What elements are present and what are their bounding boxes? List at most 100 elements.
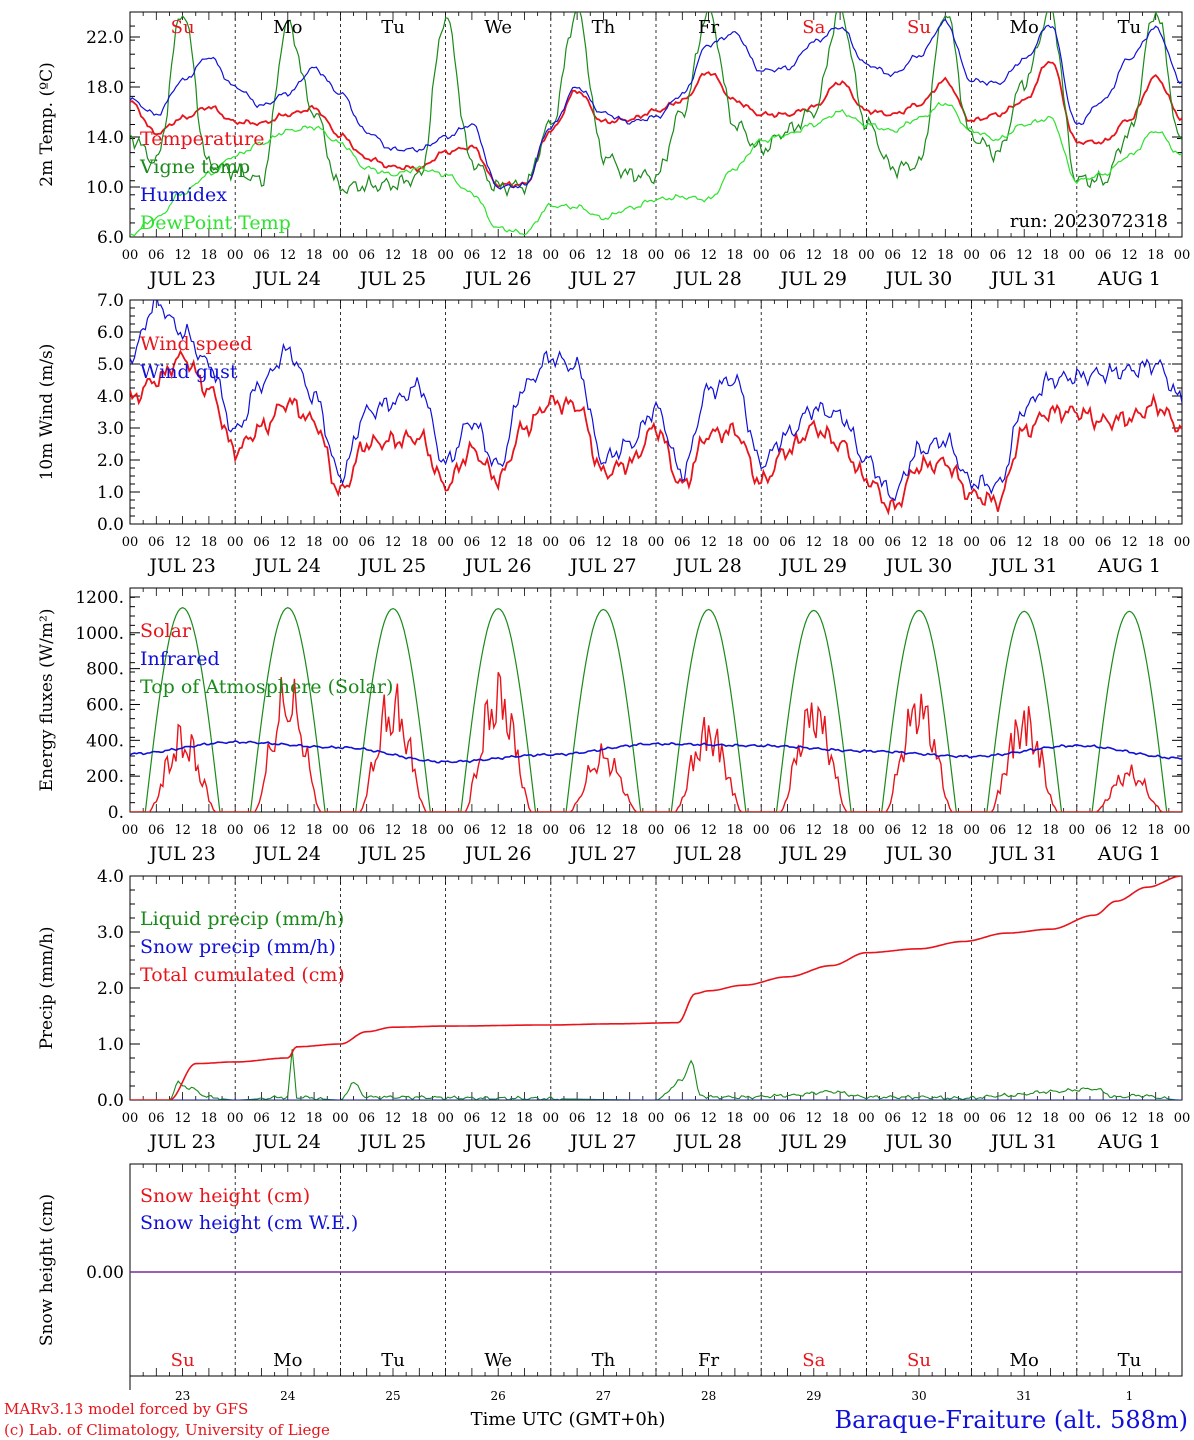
date-label: JUL 24 <box>253 268 321 290</box>
hour-label: 18 <box>937 535 954 550</box>
date-label: JUL 24 <box>253 1131 321 1153</box>
y-tick-label: 7.0 <box>97 291 124 311</box>
credit-line-2: (c) Lab. of Climatology, University of L… <box>4 1421 330 1439</box>
hour-label: 06 <box>464 823 481 838</box>
hour-label: 18 <box>832 823 849 838</box>
top-day-name: Mo <box>273 17 302 38</box>
hour-label: 18 <box>1042 823 1059 838</box>
hour-label: 12 <box>490 535 507 550</box>
hour-label: 06 <box>358 248 375 263</box>
date-label: JUL 27 <box>568 268 636 290</box>
hour-label: 00 <box>753 823 770 838</box>
date-label: JUL 30 <box>884 843 952 865</box>
hour-label: 00 <box>753 248 770 263</box>
y-tick-label: 5.0 <box>97 355 124 375</box>
hour-label: 12 <box>1016 535 1033 550</box>
hour-label: 00 <box>543 823 560 838</box>
y-tick-label: 2.0 <box>97 451 124 471</box>
hour-label: 06 <box>990 1111 1007 1126</box>
hour-label: 00 <box>227 535 244 550</box>
date-label: JUL 25 <box>358 1131 426 1153</box>
hour-label: 12 <box>1016 1111 1033 1126</box>
y-axis-label: 2m Temp. (ºC) <box>37 62 57 187</box>
hour-label: 06 <box>253 1111 270 1126</box>
y-tick-label: 10.0 <box>86 178 124 198</box>
bottom-day-name: Sa <box>802 1350 825 1371</box>
hour-label: 00 <box>858 823 875 838</box>
series-line-solar <box>130 672 1182 812</box>
hour-label: 18 <box>727 1111 744 1126</box>
hour-label: 06 <box>1095 823 1112 838</box>
hour-label: 18 <box>411 823 428 838</box>
bottom-day-number: 30 <box>911 1389 926 1403</box>
hour-label: 00 <box>122 535 139 550</box>
hour-label: 12 <box>174 1111 191 1126</box>
date-label: JUL 28 <box>673 1131 741 1153</box>
hour-label: 00 <box>1069 535 1086 550</box>
date-label: JUL 31 <box>989 268 1057 290</box>
time-axis-label: Time UTC (GMT+0h) <box>471 1409 666 1430</box>
hour-label: 00 <box>227 823 244 838</box>
date-label: JUL 27 <box>568 1131 636 1153</box>
hour-label: 06 <box>990 535 1007 550</box>
date-label: JUL 30 <box>884 555 952 577</box>
y-tick-label: 18.0 <box>86 78 124 98</box>
hour-label: 12 <box>595 535 612 550</box>
bottom-day-number: 26 <box>491 1389 506 1403</box>
hour-label: 12 <box>911 535 928 550</box>
bottom-day-number: 27 <box>596 1389 611 1403</box>
bottom-day-name: Fr <box>698 1350 719 1371</box>
hour-label: 00 <box>227 1111 244 1126</box>
y-tick-label: 2.0 <box>97 979 124 999</box>
hour-label: 00 <box>437 823 454 838</box>
panel-2 <box>129 299 1183 525</box>
hour-label: 06 <box>569 1111 586 1126</box>
hour-label: 06 <box>148 248 165 263</box>
date-label: JUL 31 <box>989 555 1057 577</box>
hour-label: 12 <box>174 535 191 550</box>
hour-label: 18 <box>621 535 638 550</box>
panel-5 <box>129 1163 1183 1390</box>
panel-1 <box>129 11 1183 238</box>
hour-label: 12 <box>1121 1111 1138 1126</box>
hour-label: 18 <box>621 248 638 263</box>
hour-label: 00 <box>1069 1111 1086 1126</box>
hour-label: 18 <box>411 535 428 550</box>
hour-label: 12 <box>1121 248 1138 263</box>
hour-label: 12 <box>700 1111 717 1126</box>
hour-label: 00 <box>1174 823 1191 838</box>
hour-label: 06 <box>253 823 270 838</box>
date-label: JUL 26 <box>463 555 531 577</box>
y-axis-label: Snow height (cm) <box>37 1194 57 1346</box>
hour-label: 12 <box>174 248 191 263</box>
date-label: JUL 23 <box>147 843 215 865</box>
hour-label: 18 <box>306 1111 323 1126</box>
credit-line-1: MARv3.13 model forced by GFS <box>4 1400 248 1418</box>
date-label: JUL 23 <box>147 268 215 290</box>
top-day-name: Mo <box>1010 17 1039 38</box>
y-tick-label: 400. <box>86 731 124 751</box>
hour-label: 06 <box>148 1111 165 1126</box>
hour-label: 18 <box>306 248 323 263</box>
hour-label: 06 <box>884 1111 901 1126</box>
date-label: JUL 31 <box>989 1131 1057 1153</box>
series-line-top-of-atmosphere-solar- <box>130 607 1182 812</box>
y-tick-label: 800. <box>86 660 124 680</box>
hour-label: 12 <box>490 823 507 838</box>
y-tick-label: 3.0 <box>97 923 124 943</box>
hour-label: 06 <box>990 823 1007 838</box>
hour-label: 06 <box>1095 535 1112 550</box>
hour-label: 18 <box>1147 248 1164 263</box>
hour-label: 18 <box>201 1111 218 1126</box>
series-line-infrared <box>130 740 1182 764</box>
hour-label: 00 <box>648 535 665 550</box>
hour-label: 18 <box>411 1111 428 1126</box>
hour-label: 18 <box>1147 535 1164 550</box>
y-tick-label: 1.0 <box>97 483 124 503</box>
hour-label: 18 <box>832 1111 849 1126</box>
hour-label: 00 <box>963 823 980 838</box>
hour-label: 06 <box>674 535 691 550</box>
y-tick-label: 4.0 <box>97 387 124 407</box>
panel-frame <box>129 11 1183 238</box>
